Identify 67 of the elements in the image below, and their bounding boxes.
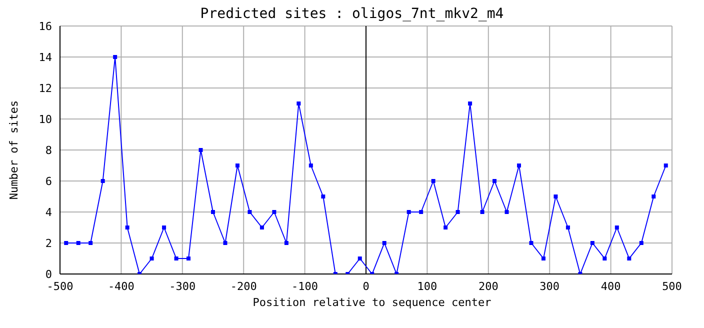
- point: [211, 210, 215, 214]
- point: [125, 226, 130, 230]
- point: [382, 241, 386, 245]
- point: [652, 194, 656, 198]
- point: [162, 226, 166, 230]
- point: [150, 256, 154, 260]
- point: [529, 241, 534, 245]
- point: [602, 256, 607, 260]
- point: [321, 194, 326, 198]
- y-tick-label: 8: [45, 144, 52, 157]
- x-tick-label: 300: [540, 280, 560, 293]
- x-tick-label: 400: [600, 280, 621, 293]
- point: [198, 148, 203, 152]
- point: [639, 241, 644, 245]
- point: [627, 256, 632, 260]
- point: [235, 164, 240, 168]
- point: [88, 241, 93, 245]
- point: [296, 102, 301, 106]
- y-tick-label: 0: [45, 268, 52, 281]
- point: [308, 164, 313, 168]
- point: [541, 256, 546, 260]
- x-tick-label: 500: [662, 280, 682, 293]
- point: [223, 241, 228, 245]
- point: [517, 164, 521, 168]
- point: [456, 210, 460, 214]
- point: [113, 55, 118, 59]
- point: [100, 179, 105, 183]
- x-tick-label: -500: [46, 280, 74, 293]
- y-tick-label: 12: [38, 82, 52, 95]
- point: [664, 164, 668, 168]
- y-tick-label: 6: [45, 174, 52, 188]
- x-tick-label: 100: [417, 280, 438, 293]
- y-tick-label: 4: [45, 206, 52, 219]
- point: [480, 210, 484, 214]
- y-tick-label: 14: [38, 50, 52, 64]
- point: [260, 226, 264, 230]
- x-tick-label: 200: [478, 280, 498, 293]
- point: [248, 210, 252, 214]
- y-tick-label: 2: [45, 236, 52, 250]
- point: [272, 210, 276, 214]
- point: [174, 256, 178, 260]
- y-tick-label: 16: [38, 20, 52, 33]
- point: [590, 241, 594, 245]
- point: [566, 226, 570, 230]
- x-axis-title: Position relative to sequence center: [252, 296, 492, 309]
- x-tick-label: -300: [169, 280, 196, 293]
- point: [419, 210, 424, 214]
- point: [358, 256, 362, 260]
- point: [64, 241, 68, 245]
- point: [614, 226, 619, 230]
- point: [186, 256, 191, 260]
- point: [284, 241, 288, 245]
- point: [468, 102, 472, 106]
- point: [76, 241, 80, 245]
- point: [504, 210, 509, 214]
- chart-title: Predicted sites : oligos_7nt_mkv2_m4: [200, 6, 504, 22]
- point: [492, 179, 497, 183]
- point: [431, 179, 436, 183]
- y-tick-label: 10: [38, 112, 52, 126]
- point: [406, 210, 411, 214]
- x-tick-label: -200: [230, 280, 257, 293]
- point: [554, 194, 558, 198]
- y-axis-title: Number of sites: [8, 100, 20, 200]
- point: [444, 226, 448, 230]
- x-tick-label: 0: [362, 280, 370, 293]
- x-tick-label: -400: [108, 280, 134, 293]
- x-tick-label: -100: [292, 280, 318, 293]
